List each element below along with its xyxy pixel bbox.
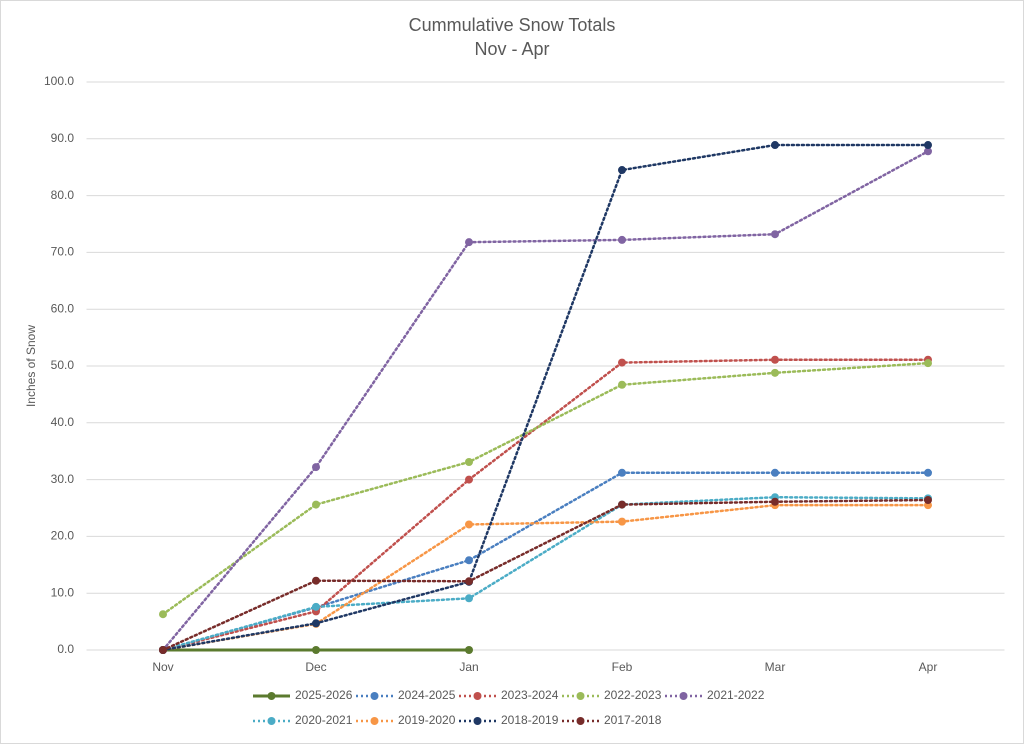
data-point	[312, 619, 320, 628]
legend-label: 2020-2021	[295, 713, 353, 727]
data-point	[312, 602, 320, 611]
y-tick-label: 10.0	[51, 585, 75, 599]
y-tick-label: 0.0	[57, 642, 74, 656]
data-point	[924, 147, 932, 156]
legend-marker	[473, 717, 482, 725]
legend-marker	[576, 717, 585, 725]
y-tick-label: 40.0	[51, 415, 75, 429]
chart-title: Cummulative Snow Totals	[409, 15, 616, 35]
data-point	[771, 497, 779, 506]
data-point	[465, 556, 473, 565]
series-line	[161, 358, 930, 652]
data-point	[465, 475, 473, 484]
data-point	[465, 520, 473, 529]
x-tick-label: Nov	[152, 660, 173, 674]
data-point	[771, 468, 779, 477]
data-point	[159, 610, 167, 619]
x-tick-label: Dec	[305, 660, 326, 674]
data-point	[312, 500, 320, 509]
legend-label: 2019-2020	[398, 713, 456, 727]
y-tick-label: 20.0	[51, 529, 75, 543]
data-point	[924, 141, 932, 150]
series-line	[161, 498, 930, 652]
legend-label: 2023-2024	[501, 688, 559, 702]
legend-label: 2025-2026	[295, 688, 353, 702]
chart-subtitle: Nov - Apr	[474, 39, 549, 59]
data-point	[465, 238, 473, 247]
legend-marker	[473, 692, 482, 700]
legend-marker	[370, 692, 379, 700]
data-point	[771, 230, 779, 239]
legend-label: 2018-2019	[501, 713, 559, 727]
y-tick-label: 70.0	[51, 245, 75, 259]
y-tick-label: 60.0	[51, 301, 75, 315]
data-point	[618, 468, 626, 477]
legend-label: 2021-2022	[707, 688, 765, 702]
series-line	[161, 495, 930, 652]
data-point	[312, 463, 320, 472]
data-point	[618, 166, 626, 175]
legend-label: 2024-2025	[398, 688, 456, 702]
legend-label: 2017-2018	[604, 713, 662, 727]
data-point	[924, 468, 932, 477]
series-line	[161, 150, 930, 652]
data-point	[159, 646, 167, 654]
y-tick-label: 30.0	[51, 472, 75, 486]
y-tick-label: 50.0	[51, 358, 75, 372]
legend-marker	[679, 692, 688, 700]
data-point	[618, 517, 626, 526]
data-point	[618, 358, 626, 367]
data-point	[618, 235, 626, 244]
x-tick-label: Mar	[765, 660, 786, 674]
data-point	[618, 380, 626, 389]
data-point	[465, 577, 473, 586]
legend-marker	[370, 717, 379, 725]
legend-marker	[576, 692, 585, 700]
y-tick-label: 90.0	[51, 131, 75, 145]
data-point	[771, 141, 779, 150]
x-tick-label: Apr	[919, 660, 938, 674]
legend-marker	[267, 717, 276, 725]
data-point	[312, 576, 320, 585]
data-point	[465, 646, 473, 654]
x-tick-label: Jan	[459, 660, 478, 674]
y-axis-label: Inches of Snow	[24, 325, 38, 407]
series-line	[161, 361, 930, 616]
data-point	[771, 355, 779, 364]
y-tick-label: 80.0	[51, 188, 75, 202]
data-point	[924, 359, 932, 368]
legend-marker	[267, 692, 276, 700]
x-tick-label: Feb	[612, 660, 633, 674]
y-tick-label: 100.0	[44, 74, 74, 88]
data-point	[312, 646, 320, 654]
series-line	[161, 143, 930, 652]
data-point	[618, 500, 626, 509]
data-point	[771, 368, 779, 377]
legend-label: 2022-2023	[604, 688, 662, 702]
data-point	[924, 496, 932, 505]
data-point	[465, 457, 473, 466]
data-point	[465, 594, 473, 603]
